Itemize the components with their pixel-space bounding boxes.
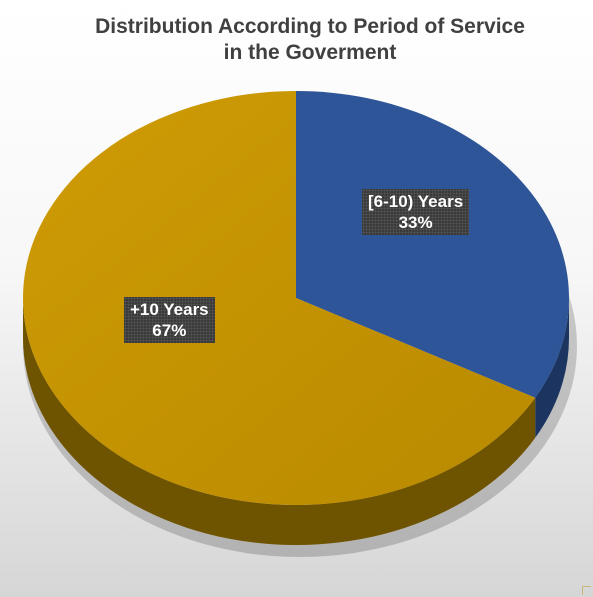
slice-0-side-wall bbox=[535, 298, 569, 438]
slice-label-name: +10 Years bbox=[130, 300, 209, 319]
slice-1-side-wall bbox=[23, 298, 536, 546]
slice-label-percent: 67% bbox=[152, 321, 187, 340]
slice-label-6-10-years: [6-10) Years 33% bbox=[362, 189, 470, 235]
slice-label-percent: 33% bbox=[398, 213, 433, 232]
pie-side-walls bbox=[23, 298, 569, 546]
chart-title: Distribution According to Period of Serv… bbox=[60, 14, 560, 66]
slice-1-top bbox=[23, 91, 536, 505]
pie-slices bbox=[23, 91, 570, 505]
slice-0-top bbox=[296, 91, 570, 398]
chart-title-line-1: Distribution According to Period of Serv… bbox=[95, 15, 525, 38]
chart-title-line-2: in the Goverment bbox=[223, 41, 397, 64]
resize-corner-icon bbox=[582, 586, 591, 595]
slice-label-10-plus-years: +10 Years 67% bbox=[124, 297, 215, 343]
slice-label-name: [6-10) Years bbox=[368, 192, 464, 211]
